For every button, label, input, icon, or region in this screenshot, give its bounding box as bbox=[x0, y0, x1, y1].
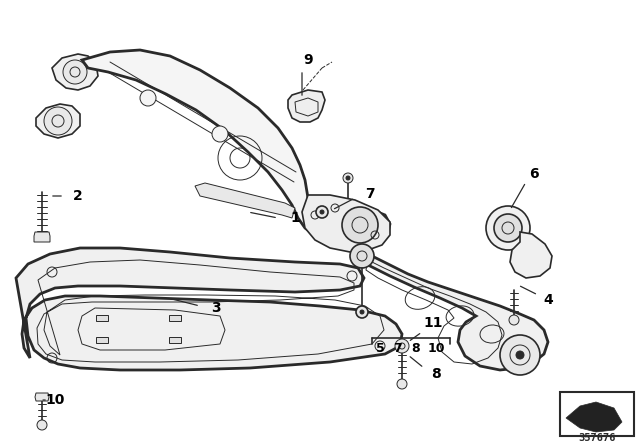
Polygon shape bbox=[96, 315, 108, 321]
Circle shape bbox=[395, 339, 409, 353]
Polygon shape bbox=[510, 232, 552, 278]
Text: 5: 5 bbox=[376, 341, 385, 354]
Polygon shape bbox=[82, 50, 390, 242]
Polygon shape bbox=[169, 337, 181, 343]
Circle shape bbox=[37, 420, 47, 430]
Text: 4: 4 bbox=[543, 293, 553, 307]
Circle shape bbox=[212, 126, 228, 142]
Text: 7: 7 bbox=[394, 341, 403, 354]
Polygon shape bbox=[96, 337, 108, 343]
Circle shape bbox=[500, 335, 540, 375]
Circle shape bbox=[516, 351, 524, 359]
Polygon shape bbox=[52, 54, 98, 90]
Text: 6: 6 bbox=[529, 167, 539, 181]
Polygon shape bbox=[34, 232, 50, 242]
Circle shape bbox=[494, 214, 522, 242]
Text: 10: 10 bbox=[428, 341, 445, 354]
Circle shape bbox=[320, 210, 324, 214]
Text: 8: 8 bbox=[431, 367, 441, 381]
Circle shape bbox=[63, 60, 87, 84]
Text: 1: 1 bbox=[290, 211, 300, 225]
Circle shape bbox=[44, 107, 72, 135]
Polygon shape bbox=[169, 315, 181, 321]
Circle shape bbox=[356, 306, 368, 318]
Circle shape bbox=[342, 207, 378, 243]
Text: 7: 7 bbox=[365, 187, 375, 201]
Circle shape bbox=[486, 206, 530, 250]
Circle shape bbox=[509, 315, 519, 325]
Circle shape bbox=[140, 90, 156, 106]
Circle shape bbox=[360, 310, 364, 314]
Circle shape bbox=[350, 244, 374, 268]
Circle shape bbox=[316, 206, 328, 218]
Circle shape bbox=[346, 176, 350, 180]
Polygon shape bbox=[566, 402, 622, 432]
Text: 3: 3 bbox=[211, 301, 221, 315]
Text: 8: 8 bbox=[412, 341, 420, 354]
Polygon shape bbox=[358, 252, 548, 370]
Text: 2: 2 bbox=[73, 189, 83, 203]
Text: 357676: 357676 bbox=[579, 433, 616, 443]
Polygon shape bbox=[302, 195, 390, 252]
Polygon shape bbox=[195, 183, 295, 218]
Polygon shape bbox=[35, 393, 49, 401]
Polygon shape bbox=[16, 248, 402, 370]
Polygon shape bbox=[288, 90, 325, 122]
Text: 10: 10 bbox=[45, 393, 65, 407]
Text: 11: 11 bbox=[423, 316, 443, 330]
Bar bbox=[560, 392, 634, 436]
Polygon shape bbox=[36, 104, 80, 138]
Text: 9: 9 bbox=[303, 53, 313, 67]
Circle shape bbox=[343, 173, 353, 183]
Circle shape bbox=[397, 379, 407, 389]
